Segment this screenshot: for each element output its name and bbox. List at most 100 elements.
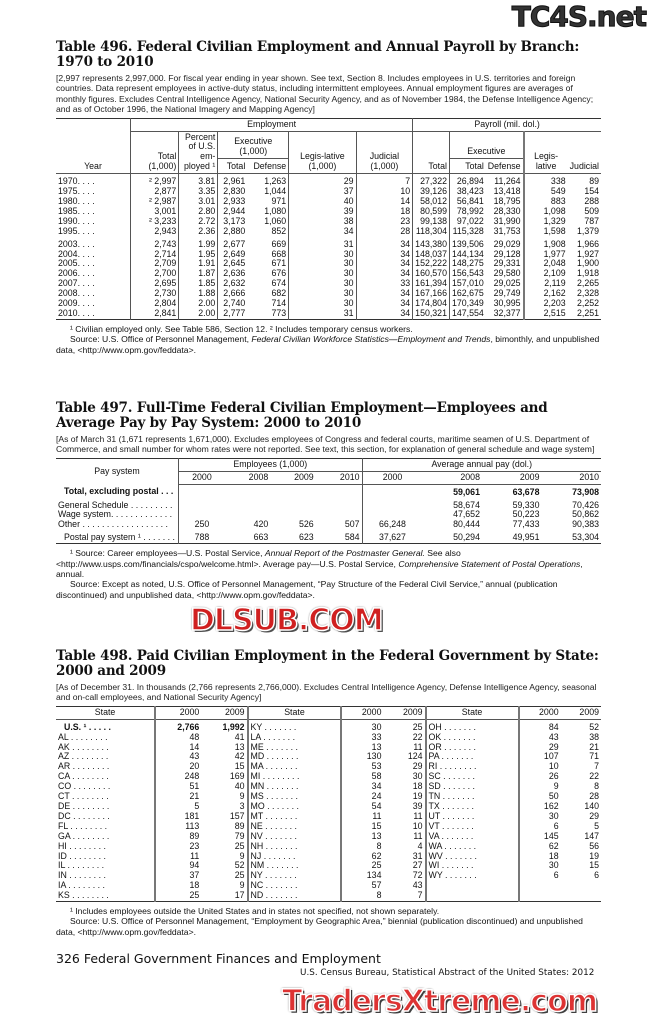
data-cell: 154 <box>584 186 599 197</box>
row-state <box>424 881 519 892</box>
col-state: State <box>424 706 519 720</box>
data-cell: 22 <box>412 731 423 742</box>
data-cell: 7 <box>355 173 413 188</box>
data-cell: 13,418 <box>493 186 521 197</box>
row-state: MT . . . . . . . <box>246 811 342 822</box>
row-year: 1985. . . . <box>58 205 95 216</box>
data-cell: 2,251 <box>576 307 599 318</box>
data-cell: 118,304 <box>412 226 450 237</box>
row-state: MD . . . . . . . <box>246 752 342 763</box>
data-cell: 1.91 <box>178 259 218 270</box>
data-cell: 84 <box>517 719 561 733</box>
data-cell: 31,990 <box>493 215 521 226</box>
data-cell <box>177 497 225 511</box>
table-496-headnote: [2,997 represents 2,997,000. For fiscal … <box>56 73 594 115</box>
data-cell: 79 <box>234 830 245 841</box>
data-cell: 38,423 <box>448 186 486 197</box>
data-cell <box>361 510 423 521</box>
row-state: MI . . . . . . . . <box>246 771 342 783</box>
row-year: 1990. . . . <box>58 215 95 226</box>
data-cell: 1,080 <box>264 205 287 216</box>
col-year: 2010 <box>541 471 601 485</box>
data-cell: 526 <box>298 519 314 530</box>
data-cell: 53,304 <box>572 532 599 543</box>
table-row: 2010. . . . 2,841 2.00 2,777 773 31 34 150,321 1… <box>56 307 601 320</box>
data-cell: 34 <box>355 298 413 309</box>
table-row: HI . . . . . . . . 23 25 NH . . . . . . .8 4… <box>56 841 601 852</box>
data-cell: 26,894 <box>448 173 486 188</box>
row-year: 1975. . . . <box>58 186 95 197</box>
data-cell: 25 <box>154 890 202 902</box>
data-cell: 89 <box>154 831 202 842</box>
data-cell: ² 3,233 <box>129 216 179 227</box>
data-cell: 43 <box>412 880 423 891</box>
data-cell: 420 <box>253 519 269 530</box>
data-cell <box>270 484 315 497</box>
data-cell: 18 <box>412 781 423 792</box>
watermark-logo-top: TC4S.net <box>511 0 647 34</box>
data-cell: 38 <box>288 216 357 227</box>
row-state: GA . . . . . . . . <box>58 830 110 841</box>
data-cell: 2,709 <box>129 259 179 270</box>
data-cell: 32,377 <box>493 307 521 318</box>
data-cell: 8 <box>340 841 384 852</box>
row-state: AZ . . . . . . . . <box>58 751 109 762</box>
footnote: ¹ Includes employees outside the United … <box>70 906 440 917</box>
data-cell: 2.72 <box>178 216 218 227</box>
data-cell: 5 <box>594 820 599 831</box>
col-year: 2009 <box>270 471 316 485</box>
row-year: 2008. . . . <box>58 288 95 299</box>
data-cell: 773 <box>271 307 287 318</box>
data-cell <box>561 881 601 891</box>
data-cell: 21 <box>589 741 599 752</box>
data-cell: 10 <box>412 820 423 831</box>
data-cell: 23 <box>154 841 202 852</box>
data-cell: 3.81 <box>178 173 218 188</box>
data-cell: 549 <box>522 186 568 197</box>
col-exec-total: Total <box>217 158 248 175</box>
table-row: Other . . . . . . . . . . . . . . . . . … <box>56 519 601 531</box>
data-cell: 15 <box>589 860 599 871</box>
data-cell: 28,330 <box>493 205 521 216</box>
col-year: 2009 <box>481 471 542 485</box>
data-cell: 162,675 <box>448 288 486 300</box>
data-cell: 73,908 <box>572 486 599 497</box>
table-row: 2007. . . . 2,695 1.85 2,632 674 30 33 161,394 1… <box>56 278 601 290</box>
table-496-section: Table 496. Federal Civilian Employment a… <box>56 40 601 355</box>
footnote-text: See also <http://www.usps.com/financials… <box>56 548 461 569</box>
data-cell: 39,126 <box>412 186 450 197</box>
table-row: 1990. . . . ² 3,233 2.72 3,173 1,060 38 23 99,1… <box>56 215 601 227</box>
data-cell: 788 <box>177 530 225 544</box>
footnote: ¹ Civilian employed only. See Table 586,… <box>70 323 413 334</box>
col-payroll-legislative: Legis-lative <box>522 131 568 175</box>
table-row: AK . . . . . . . . 14 13 ME . . . . . . . 13… <box>56 741 601 753</box>
row-state: AL . . . . . . . . <box>58 731 108 742</box>
data-cell: 250 <box>177 519 225 531</box>
data-cell: 80,599 <box>412 206 450 217</box>
row-state: NH . . . . . . . <box>246 841 342 852</box>
data-cell: 89 <box>234 820 245 831</box>
data-cell: 3.35 <box>178 186 218 197</box>
table-row: IL . . . . . . . . 94 52 NM . . . . . . . 25… <box>56 860 601 872</box>
data-cell: 3,001 <box>129 206 179 217</box>
data-cell: 148,275 <box>448 259 486 270</box>
row-state: SD . . . . . . . <box>424 781 519 793</box>
data-cell: ² 2,987 <box>129 196 179 207</box>
data-cell: 2,203 <box>522 298 568 309</box>
row-state: CA . . . . . . . . <box>58 771 109 782</box>
table-row: IN . . . . . . . . 37 25 NY . . . . . . . 13… <box>56 870 601 882</box>
data-cell: 30 <box>412 771 423 782</box>
data-cell: 18 <box>517 851 561 862</box>
data-cell: 157,010 <box>448 278 486 290</box>
watermark-logo-middle: DLSUB.COM <box>189 602 384 639</box>
data-cell: 58,674 <box>453 499 480 510</box>
data-cell: 31 <box>288 308 357 320</box>
data-cell: 9 <box>239 791 245 802</box>
data-cell: 3,173 <box>217 216 248 227</box>
row-state: KS . . . . . . . . <box>58 890 109 901</box>
data-cell: 1,918 <box>576 268 599 279</box>
row-year: 2009. . . . <box>58 298 95 309</box>
table-496: Year Employment Payroll (mil. dol.) Tota… <box>56 117 601 320</box>
data-cell: 2,830 <box>217 186 248 197</box>
data-cell: 28 <box>355 226 413 237</box>
